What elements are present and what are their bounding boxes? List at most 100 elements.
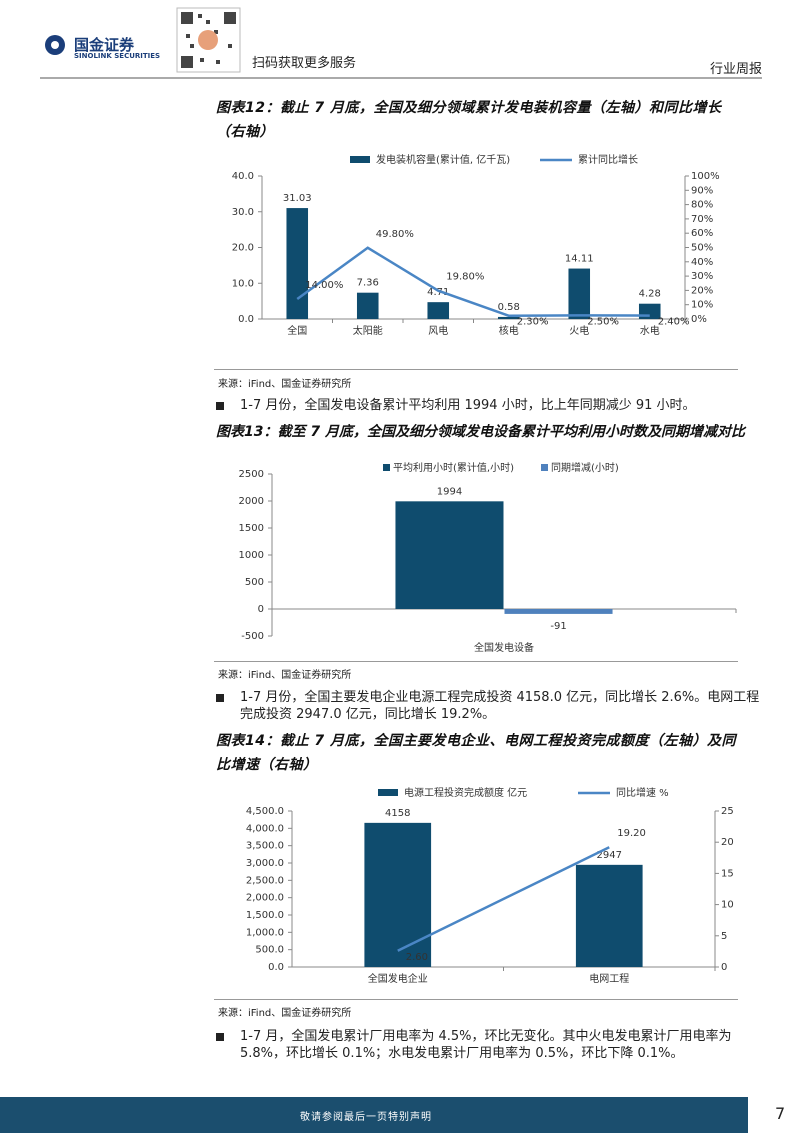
qr-center-logo (198, 30, 218, 50)
bar (364, 822, 432, 967)
line-series (397, 846, 610, 952)
y-tick-label: 1500 (239, 523, 264, 534)
legend-label: 同比增速 % (616, 786, 669, 799)
legend-label: 同期增减(小时) (551, 461, 619, 474)
footer-disclaimer: 敬请参阅最后一页特别声明 (300, 1112, 432, 1123)
line-value-label: 19.20 (617, 828, 646, 839)
bar-value-label: 4.71 (427, 287, 449, 298)
bar-value-label: 7.36 (357, 278, 379, 289)
rule (214, 661, 738, 662)
bar-value-label: -91 (550, 621, 566, 632)
bullet-text: 1-7 月份，全国主要发电企业电源工程完成投资 4158.0 亿元，同比增长 2… (240, 690, 760, 722)
bar (575, 864, 643, 967)
y-tick-label: 2500 (239, 469, 264, 480)
line-series (296, 246, 650, 317)
bar (497, 316, 520, 319)
logo-text: 国金证券 (74, 36, 135, 54)
bar (427, 302, 450, 319)
legend-label: 电源工程投资完成额度 亿元 (404, 786, 527, 799)
x-tick-label: 全国 (287, 324, 307, 337)
y-tick-label: 2000 (239, 496, 264, 507)
y2-tick-label: 60% (691, 228, 713, 239)
report-type: 行业周报 (710, 62, 763, 77)
y2-tick-label: 25 (721, 806, 734, 817)
x-tick-label: 太阳能 (353, 324, 383, 337)
y-tick-label: -500 (241, 631, 264, 642)
x-tick-label: 电网工程 (589, 972, 629, 985)
logo-sub: SINOLINK SECURITIES (74, 52, 161, 60)
y2-tick-label: 10% (691, 300, 713, 311)
legend-swatch (541, 464, 548, 471)
qr-pattern (181, 12, 236, 68)
bullet-mark (216, 402, 224, 410)
y2-tick-label: 0 (721, 962, 727, 973)
y2-tick-label: 5 (721, 931, 727, 942)
x-tick-label: 全国发电设备 (474, 641, 534, 654)
x-tick-label: 核电 (499, 324, 519, 337)
line-value-label: 2.40% (658, 317, 690, 328)
legend-label: 累计同比增长 (578, 153, 638, 166)
y2-tick-label: 20 (721, 837, 734, 848)
y-tick-label: 3,000.0 (246, 858, 284, 869)
line-value-label: 14.00% (305, 280, 343, 291)
y-tick-label: 2,000.0 (246, 893, 284, 904)
bar-value-label: 4158 (385, 808, 410, 819)
y-tick-label: 2,500.0 (246, 875, 284, 886)
logo-mark-inner (51, 41, 59, 49)
bar (395, 501, 504, 609)
y-tick-label: 0.0 (268, 962, 284, 973)
y-tick-label: 40.0 (232, 171, 254, 182)
y-tick-label: 500.0 (255, 945, 284, 956)
chart-title: 图表14：截止 7 月底，全国主要发电企业、电网工程投资完成额度（左轴）及同比增… (216, 733, 736, 773)
rule (214, 999, 738, 1000)
y2-tick-label: 70% (691, 214, 713, 225)
y-tick-label: 0.0 (238, 314, 254, 325)
chart-title: 图表13：截至 7 月底，全国及细分领域发电设备累计平均利用小时数及同期增减对比 (216, 424, 745, 440)
y2-tick-label: 15 (721, 868, 734, 879)
y-tick-label: 0 (258, 604, 264, 615)
bar-value-label: 31.03 (283, 193, 312, 204)
footer-bar (0, 1097, 748, 1133)
y2-tick-label: 90% (691, 185, 713, 196)
y-tick-label: 1,000.0 (246, 927, 284, 938)
y-tick-label: 20.0 (232, 243, 254, 254)
x-tick-label: 全国发电企业 (368, 972, 428, 985)
line-value-label: 2.30% (517, 317, 549, 328)
bar-value-label: 1994 (437, 486, 462, 497)
bullet-text: 1-7 月份，全国发电设备累计平均利用 1994 小时，比上年同期减少 91 小… (240, 398, 696, 413)
y2-tick-label: 10 (721, 900, 734, 911)
source: 来源：iFind、国金证券研究所 (218, 670, 352, 681)
y2-tick-label: 80% (691, 200, 713, 211)
x-tick-label: 水电 (640, 324, 660, 337)
y-tick-label: 1000 (239, 550, 264, 561)
y2-tick-label: 100% (691, 171, 720, 182)
legend-swatch (350, 156, 370, 163)
bar-value-label: 0.58 (498, 302, 520, 313)
x-tick-label: 火电 (569, 324, 589, 337)
bar-value-label: 14.11 (565, 254, 594, 265)
bar (356, 292, 379, 319)
y-tick-label: 1,500.0 (246, 910, 284, 921)
y-tick-label: 3,500.0 (246, 841, 284, 852)
y2-tick-label: 30% (691, 271, 713, 282)
y-tick-label: 10.0 (232, 278, 254, 289)
line-value-label: 2.60 (406, 952, 428, 963)
bullet-mark (216, 694, 224, 702)
qr-caption: 扫码获取更多服务 (252, 56, 357, 71)
bar (568, 268, 591, 319)
legend-swatch (383, 464, 390, 471)
legend-swatch (378, 789, 398, 796)
y-tick-label: 500 (245, 577, 264, 588)
line-value-label: 49.80% (376, 229, 414, 240)
y2-tick-label: 0% (691, 314, 707, 325)
x-tick-label: 风电 (428, 324, 448, 337)
line-value-label: 19.80% (446, 272, 484, 283)
bar-value-label: 4.28 (639, 289, 661, 300)
bar (286, 208, 309, 319)
page-number: 7 (775, 1104, 786, 1123)
bullet-text: 1-7 月，全国发电累计厂用电率为 4.5%，环比无变化。其中火电发电累计厂用电… (240, 1029, 732, 1061)
source: 来源：iFind、国金证券研究所 (218, 379, 352, 390)
y2-tick-label: 50% (691, 243, 713, 254)
